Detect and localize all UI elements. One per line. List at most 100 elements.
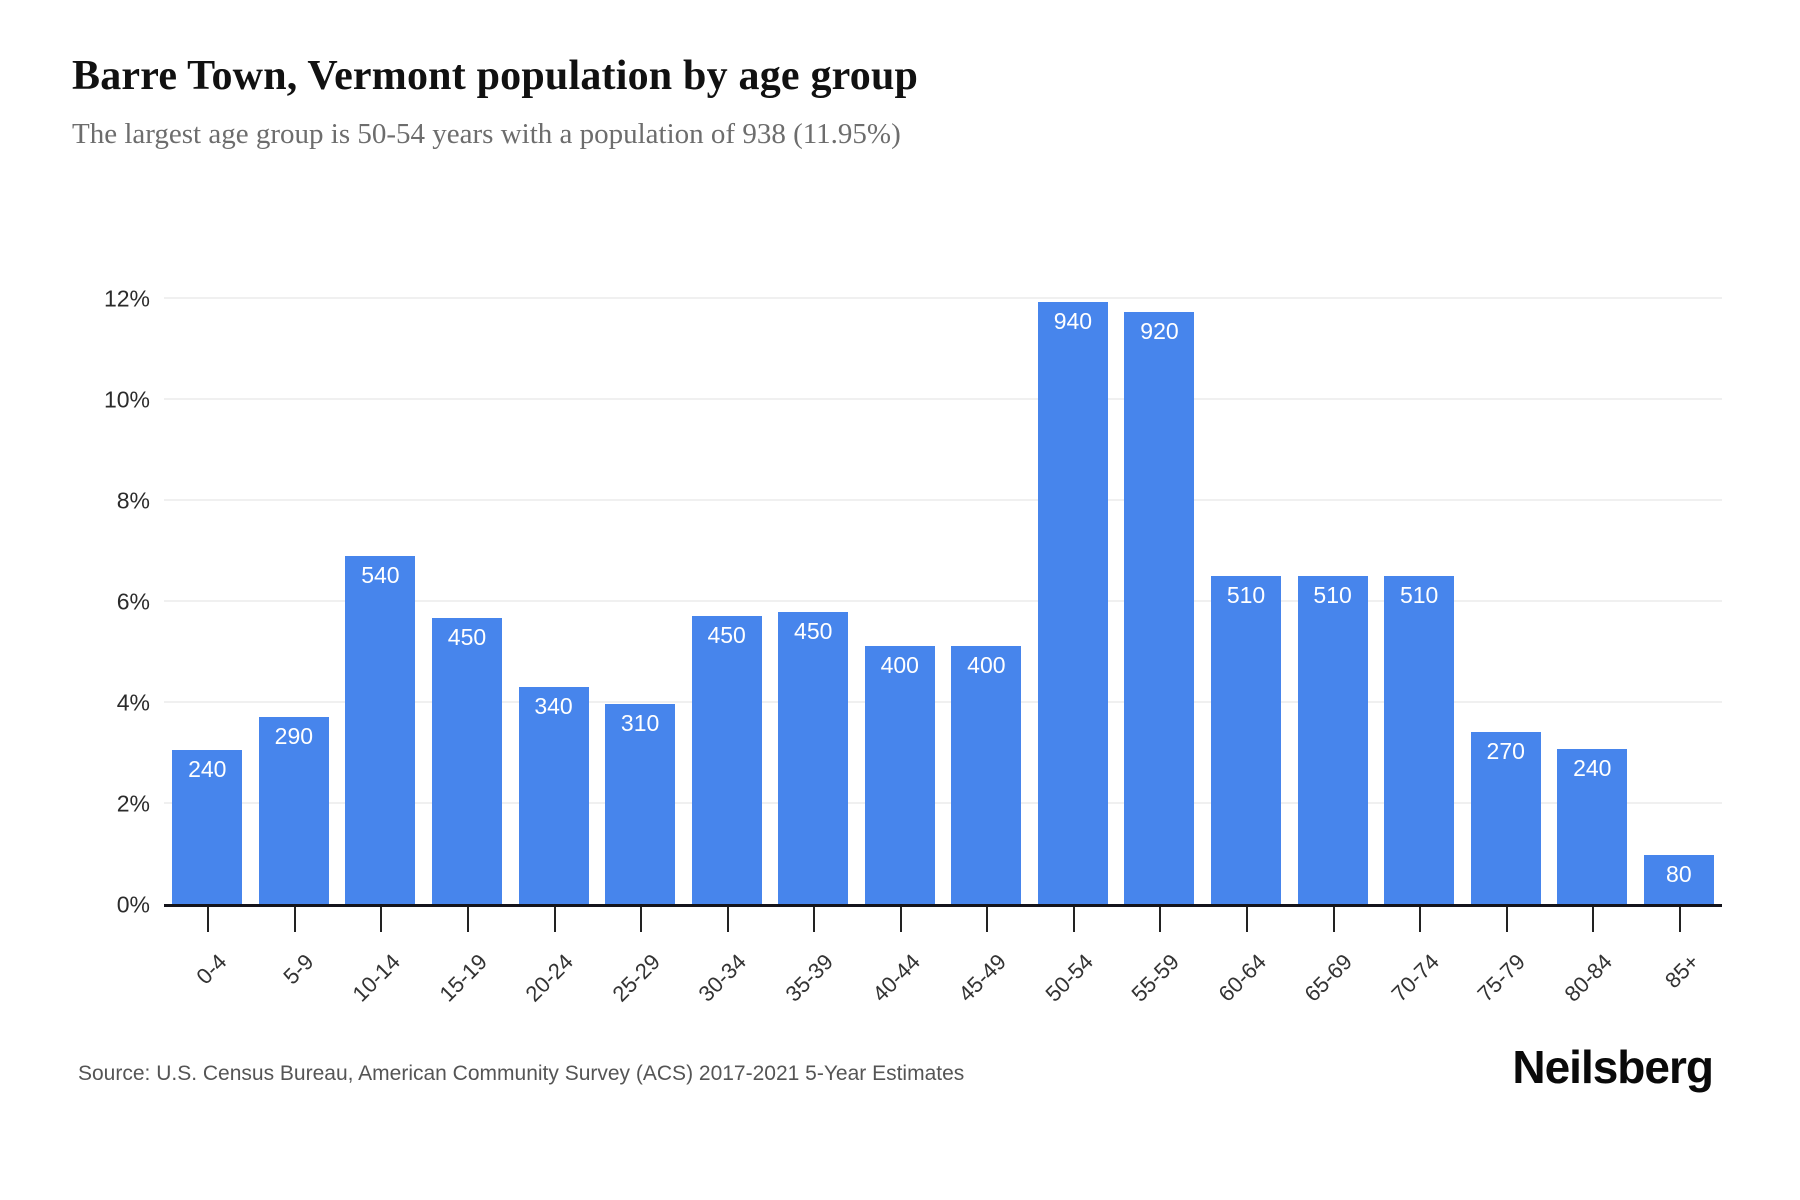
bar-30-34[interactable]: 450 (691, 615, 762, 905)
x-axis-tick (1072, 905, 1075, 932)
gridline-10 (164, 398, 1722, 400)
gridline-8 (164, 499, 1722, 501)
bar-slot-30-34: 450 30-34 (683, 299, 770, 1006)
bar-85+[interactable]: 80 (1643, 854, 1714, 905)
bar-slot-70-74: 510 70-74 (1376, 299, 1463, 1006)
x-axis-tick-label: 55-59 (1126, 949, 1185, 1007)
y-axis-tick-label: 6% (116, 588, 150, 615)
bar-5-9[interactable]: 290 (258, 716, 329, 905)
bar-value-label: 510 (1313, 581, 1352, 608)
bar-65-69[interactable]: 510 (1297, 575, 1368, 905)
x-axis-tick (640, 905, 643, 932)
y-axis-tick-label: 0% (116, 891, 150, 918)
x-axis-tick-label: 75-79 (1472, 949, 1531, 1007)
x-axis-tick-label: 40-44 (866, 949, 925, 1007)
y-axis-tick-label: 4% (116, 689, 150, 716)
x-axis-tick (726, 905, 729, 932)
x-axis-tick (1505, 905, 1508, 932)
bar-40-44[interactable]: 400 (864, 645, 935, 905)
x-axis-tick-label: 15-19 (434, 949, 492, 1007)
bar-slot-80-84: 240 80-84 (1549, 299, 1636, 1006)
x-axis-tick (1419, 905, 1422, 932)
bar-value-label: 510 (1399, 581, 1439, 608)
x-axis-tick (986, 905, 989, 932)
bar-20-24[interactable]: 340 (518, 687, 589, 905)
bar-50-54[interactable]: 940 (1037, 301, 1108, 905)
y-axis-tick-label: 2% (116, 790, 150, 817)
neilsberg-logo: Neilsberg (1512, 1041, 1714, 1093)
bar-slot-15-19: 450 15-19 (424, 299, 511, 1006)
x-axis-tick (466, 905, 469, 932)
source-note: Source: U.S. Census Bureau, American Com… (78, 1062, 965, 1085)
x-axis-tick-label: 10-14 (347, 949, 406, 1007)
x-axis-tick (293, 905, 296, 932)
bar-slots: 240 0-4 290 5-9 540 10-14 450 15-19 340 20-24 310 2… (164, 299, 1723, 1006)
bar-slot-35-39: 450 35-39 (770, 299, 857, 1006)
bar-slot-50-54: 940 50-54 (1030, 299, 1117, 1006)
bar-0-4[interactable]: 240 (172, 750, 243, 905)
x-axis-tick (1246, 905, 1249, 932)
bar-75-79[interactable]: 270 (1470, 732, 1541, 905)
bar-80-84[interactable]: 240 (1557, 749, 1628, 905)
bar-slot-55-59: 920 55-59 (1116, 299, 1203, 1006)
plot-area: 0% 2% 4% 6% 8% 10% 12% 240 0-4 290 5-9 540 10-14 450… (104, 286, 1723, 1006)
page-title: Barre Town, Vermont population by age gr… (72, 53, 919, 99)
bar-70-74[interactable]: 510 (1384, 575, 1455, 905)
x-axis-tick-label: 25-29 (607, 949, 665, 1007)
bar-value-label: 400 (967, 651, 1006, 678)
x-axis-tick (553, 905, 556, 932)
bar-25-29[interactable]: 310 (605, 704, 676, 905)
bar-value-label: 290 (274, 722, 314, 749)
y-axis-tick-label: 8% (116, 487, 150, 514)
x-axis-tick-label: 45-49 (953, 949, 1012, 1007)
bar-value-label: 80 (1666, 860, 1692, 887)
bar-slot-85+: 80 85+ (1636, 299, 1723, 993)
x-axis-tick-label: 5-9 (278, 949, 319, 990)
bar-value-label: 940 (1053, 307, 1093, 334)
x-axis-tick (1592, 905, 1595, 932)
bar-value-label: 240 (1573, 755, 1612, 782)
bar-value-label: 920 (1140, 317, 1179, 344)
bar-15-19[interactable]: 450 (431, 618, 502, 905)
gridline-6 (164, 600, 1722, 602)
bar-value-label: 510 (1226, 581, 1266, 608)
bar-slot-65-69: 510 65-69 (1289, 299, 1376, 1006)
bar-slot-75-79: 270 75-79 (1462, 299, 1549, 1006)
x-axis-tick (1332, 905, 1335, 932)
x-axis-tick (899, 905, 902, 932)
gridline-4 (164, 701, 1722, 703)
bar-value-label: 450 (794, 618, 833, 645)
x-axis-tick-label: 70-74 (1386, 949, 1444, 1007)
bar-45-49[interactable]: 400 (951, 645, 1022, 905)
x-axis-tick-label: 30-34 (693, 949, 752, 1007)
bar-slot-25-29: 310 25-29 (597, 299, 684, 1006)
x-axis-tick-label: 85+ (1659, 949, 1704, 994)
x-axis-line (164, 904, 1722, 907)
bar-slot-45-49: 400 45-49 (943, 299, 1030, 1006)
bar-value-label: 450 (447, 624, 487, 651)
x-axis-tick-label: 35-39 (780, 949, 838, 1007)
x-axis-tick-label: 0-4 (191, 949, 232, 990)
x-axis-tick (1678, 905, 1681, 932)
bar-value-label: 310 (620, 710, 660, 737)
page-subtitle: The largest age group is 50-54 years wit… (72, 118, 901, 150)
bar-value-label: 450 (707, 621, 746, 648)
bar-slot-10-14: 540 10-14 (337, 299, 424, 1006)
bar-slot-60-64: 510 60-64 (1203, 299, 1290, 1006)
bar-value-label: 400 (880, 651, 919, 678)
x-axis-tick-label: 80-84 (1559, 949, 1617, 1007)
bar-slot-5-9: 290 5-9 (251, 299, 338, 989)
bar-slot-20-24: 340 20-24 (510, 299, 597, 1006)
bar-55-59[interactable]: 920 (1124, 311, 1195, 905)
bar-10-14[interactable]: 540 (345, 556, 416, 905)
bar-value-label: 270 (1486, 738, 1525, 765)
x-axis-tick (813, 905, 816, 932)
bar-35-39[interactable]: 450 (778, 612, 849, 905)
bar-60-64[interactable]: 510 (1211, 575, 1282, 905)
x-axis-tick-label: 50-54 (1040, 949, 1098, 1007)
gridline-12 (164, 297, 1722, 299)
bar-value-label: 240 (188, 756, 227, 783)
bar-value-label: 540 (361, 562, 400, 589)
x-axis-tick (207, 905, 210, 932)
